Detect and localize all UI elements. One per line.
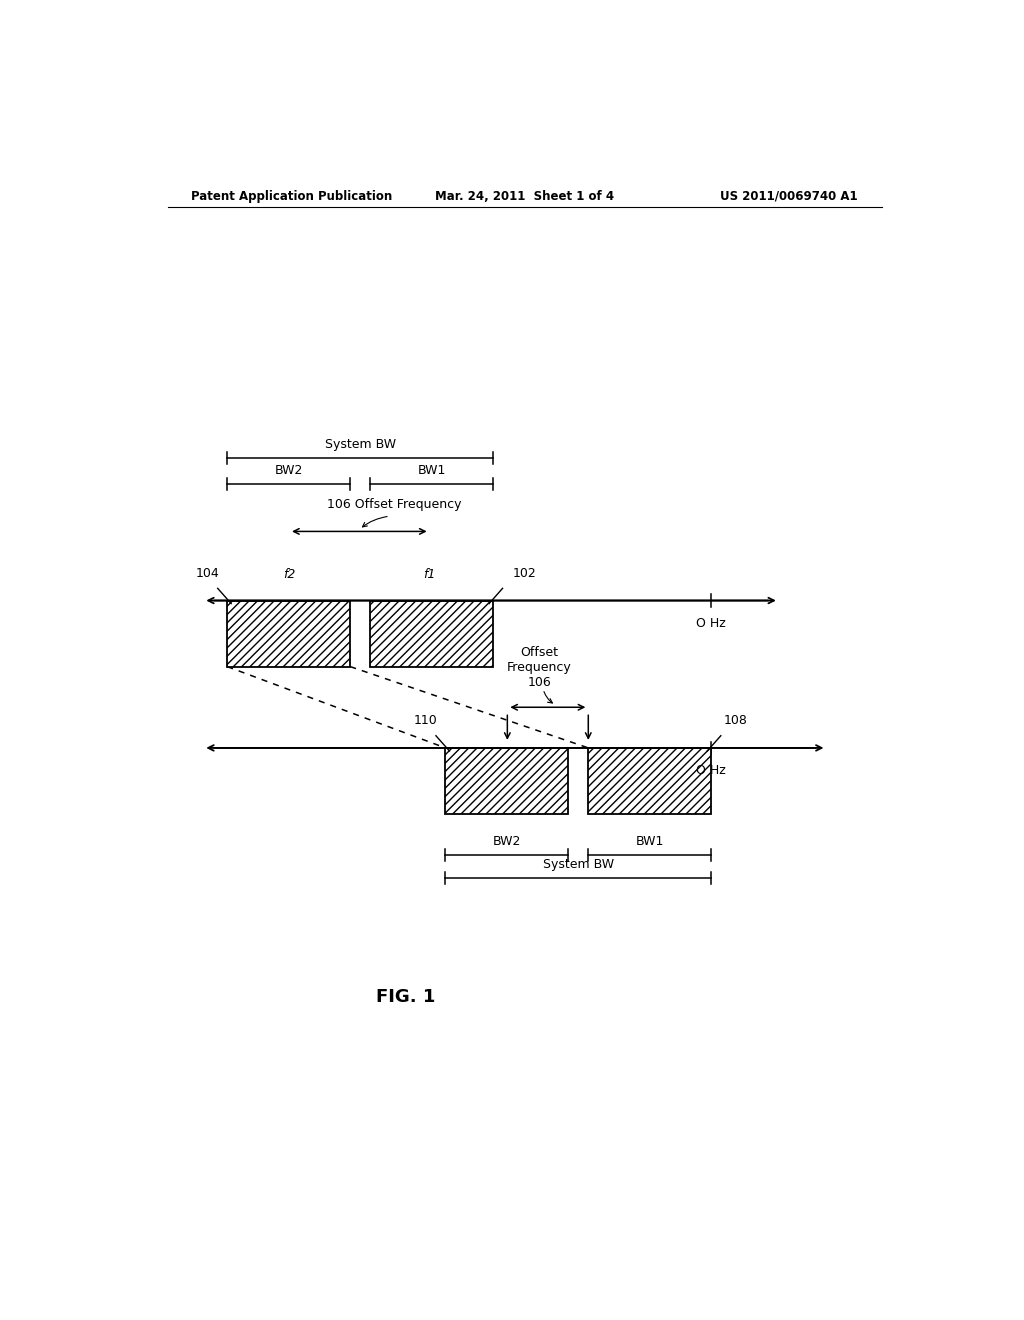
Text: US 2011/0069740 A1: US 2011/0069740 A1 — [721, 190, 858, 202]
Text: System BW: System BW — [543, 858, 614, 871]
Text: BW2: BW2 — [493, 834, 521, 847]
Text: BW1: BW1 — [418, 463, 445, 477]
Text: Patent Application Publication: Patent Application Publication — [191, 190, 393, 202]
Text: 106 Offset Frequency: 106 Offset Frequency — [327, 498, 461, 511]
Text: BW2: BW2 — [274, 463, 303, 477]
Text: f2: f2 — [283, 568, 295, 581]
Text: 108: 108 — [723, 714, 748, 727]
Bar — [370, 601, 494, 667]
Bar — [588, 748, 712, 814]
Text: 104: 104 — [196, 566, 219, 579]
Text: f1: f1 — [423, 568, 436, 581]
Text: System BW: System BW — [325, 438, 395, 451]
Bar — [227, 601, 350, 667]
Text: Mar. 24, 2011  Sheet 1 of 4: Mar. 24, 2011 Sheet 1 of 4 — [435, 190, 614, 202]
Text: BW1: BW1 — [636, 834, 664, 847]
Text: O Hz: O Hz — [696, 764, 726, 777]
Text: O Hz: O Hz — [696, 616, 726, 630]
Text: 102: 102 — [513, 566, 537, 579]
Text: 110: 110 — [414, 714, 437, 727]
Text: FIG. 1: FIG. 1 — [376, 987, 435, 1006]
Text: Offset
Frequency
106: Offset Frequency 106 — [507, 645, 571, 689]
Bar — [445, 748, 568, 814]
